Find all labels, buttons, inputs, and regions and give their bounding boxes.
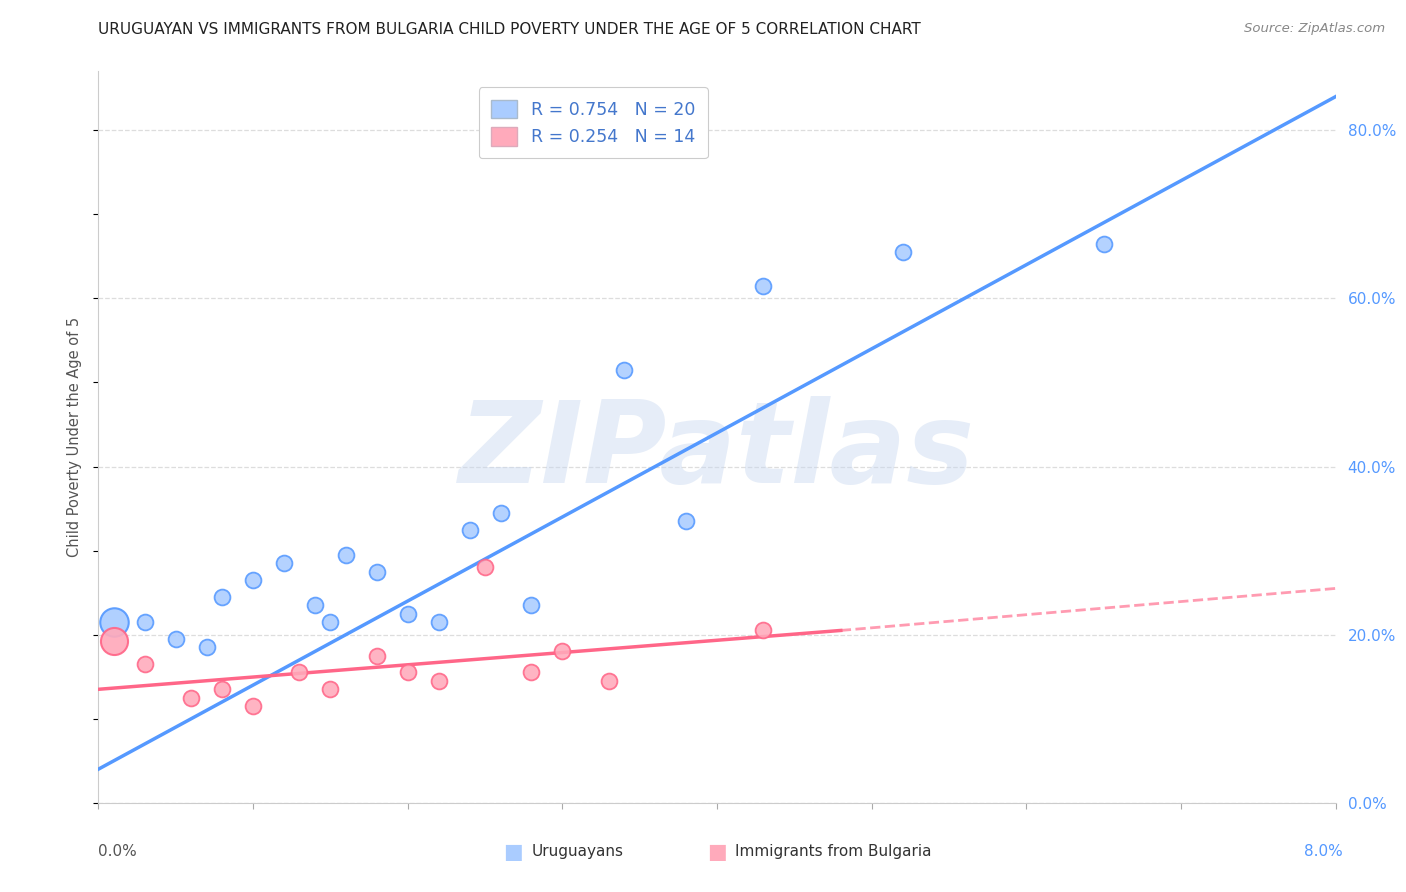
Point bbox=[134, 615, 156, 629]
Point bbox=[319, 615, 342, 629]
Point bbox=[195, 640, 218, 655]
Point bbox=[134, 657, 156, 671]
Point bbox=[211, 682, 233, 697]
Point bbox=[427, 615, 450, 629]
Text: ■: ■ bbox=[503, 842, 523, 862]
Text: Immigrants from Bulgaria: Immigrants from Bulgaria bbox=[735, 845, 932, 859]
Point bbox=[288, 665, 311, 680]
Point bbox=[474, 560, 496, 574]
Point bbox=[675, 514, 697, 528]
Point bbox=[520, 665, 543, 680]
Point bbox=[489, 506, 512, 520]
Text: Source: ZipAtlas.com: Source: ZipAtlas.com bbox=[1244, 22, 1385, 36]
Y-axis label: Child Poverty Under the Age of 5: Child Poverty Under the Age of 5 bbox=[67, 317, 83, 558]
Point bbox=[613, 363, 636, 377]
Point bbox=[551, 644, 574, 658]
Text: Uruguayans: Uruguayans bbox=[531, 845, 623, 859]
Point bbox=[598, 673, 620, 688]
Legend: R = 0.754   N = 20, R = 0.254   N = 14: R = 0.754 N = 20, R = 0.254 N = 14 bbox=[479, 87, 707, 158]
Point bbox=[273, 556, 295, 570]
Point bbox=[103, 633, 125, 648]
Text: 0.0%: 0.0% bbox=[98, 845, 138, 859]
Point bbox=[427, 673, 450, 688]
Point bbox=[891, 245, 914, 260]
Point bbox=[752, 278, 775, 293]
Point bbox=[180, 690, 202, 705]
Point bbox=[366, 565, 388, 579]
Point bbox=[165, 632, 187, 646]
Point bbox=[242, 699, 264, 714]
Point bbox=[211, 590, 233, 604]
Text: ■: ■ bbox=[707, 842, 727, 862]
Point bbox=[335, 548, 357, 562]
Point bbox=[520, 599, 543, 613]
Point bbox=[396, 665, 419, 680]
Point bbox=[103, 615, 125, 629]
Point bbox=[366, 648, 388, 663]
Point bbox=[458, 523, 481, 537]
Point bbox=[1092, 236, 1115, 251]
Text: URUGUAYAN VS IMMIGRANTS FROM BULGARIA CHILD POVERTY UNDER THE AGE OF 5 CORRELATI: URUGUAYAN VS IMMIGRANTS FROM BULGARIA CH… bbox=[98, 22, 921, 37]
Point bbox=[752, 624, 775, 638]
Text: 8.0%: 8.0% bbox=[1303, 845, 1343, 859]
Point bbox=[396, 607, 419, 621]
Point bbox=[319, 682, 342, 697]
Text: ZIPatlas: ZIPatlas bbox=[458, 396, 976, 508]
Point bbox=[242, 573, 264, 587]
Point bbox=[304, 599, 326, 613]
